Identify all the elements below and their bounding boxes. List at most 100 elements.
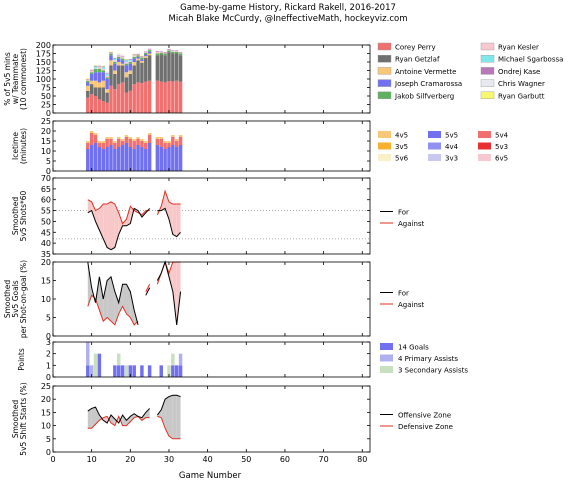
bar-segment: [101, 67, 105, 69]
legend-label: 6v5: [495, 155, 508, 163]
x-axis-label: Game Number: [179, 471, 242, 481]
legend-label: Ryan Getzlaf: [395, 56, 440, 64]
legend-swatch: [480, 55, 495, 63]
legend-swatch: [480, 67, 495, 75]
legend-swatch: [377, 55, 392, 63]
y-tick-label: 70: [41, 174, 51, 183]
area-band: [165, 191, 169, 220]
y-tick-label: 0: [46, 332, 51, 341]
bar-segment: [89, 131, 94, 133]
legend-swatch: [378, 131, 391, 138]
bar-segment: [105, 79, 109, 90]
for-line: [145, 287, 151, 296]
bar-segment: [147, 51, 152, 54]
area-band: [114, 291, 119, 325]
legend-label: Corey Perry: [395, 44, 436, 52]
legend-label: 4 Primary Assists: [398, 355, 458, 363]
bar-segment: [147, 48, 152, 50]
bar-segment: [105, 89, 109, 93]
bar-segment: [144, 56, 148, 58]
bar-segment: [167, 52, 171, 82]
bar-segment: [159, 54, 163, 82]
y-axis-label: 5v5 Shift Starts (%): [19, 382, 28, 455]
area-band: [176, 204, 181, 237]
bar-segment: [97, 64, 102, 67]
bar-segment: [101, 149, 105, 171]
bar-segment: [163, 82, 167, 113]
area-band: [176, 262, 181, 325]
area-band: [168, 262, 173, 292]
bar-segment: [101, 68, 105, 71]
y-tick-label: 10: [41, 147, 51, 156]
bar-segment: [93, 65, 98, 66]
bar-segment: [144, 141, 148, 143]
bar-segment: [132, 149, 136, 171]
area-band: [168, 395, 173, 439]
bar-segment: [136, 54, 140, 56]
y-axis-label: 5v5 Shots*60: [19, 190, 28, 241]
y-tick-label: 20: [41, 127, 51, 136]
legend-swatch: [380, 366, 393, 373]
bar-segment: [136, 58, 140, 61]
legend-label: For: [398, 209, 409, 217]
bar-segment: [124, 62, 129, 64]
bar-segment: [124, 137, 129, 143]
legend-swatch: [480, 42, 495, 51]
bar-segment: [116, 147, 121, 171]
bar-segment: [86, 90, 90, 98]
bar-segment: [147, 80, 152, 113]
bar-segment: [89, 69, 94, 71]
bar-segment: [132, 139, 136, 141]
bar-segment: [171, 81, 175, 113]
y-tick-label: 20: [41, 258, 51, 267]
y-axis-label: 5v5 Goals: [11, 280, 20, 317]
bar-segment: [120, 58, 125, 61]
bar-segment: [174, 139, 179, 141]
bar-segment: [140, 55, 144, 57]
bar-segment: [116, 62, 121, 66]
legend-label: 5v5: [445, 132, 458, 140]
bar-segment: [155, 139, 160, 145]
bar-segment: [163, 52, 167, 53]
area-band: [87, 262, 92, 307]
bar-segment: [178, 81, 183, 113]
bar-segment: [140, 365, 144, 377]
x-tick-label: 60: [280, 455, 290, 464]
legend: For Against: [380, 209, 425, 228]
y-tick-label: 0: [46, 448, 51, 457]
bar-segment: [93, 66, 98, 69]
bar-segment: [101, 70, 105, 73]
y-tick-label: 40: [41, 239, 51, 248]
area-band: [122, 415, 127, 426]
bar-segment: [120, 65, 125, 83]
bar-segment: [120, 82, 125, 113]
x-tick-label: 70: [319, 455, 329, 464]
y-axis-label: Smoothed: [11, 197, 20, 236]
y-tick-label: 1: [46, 361, 51, 370]
bar-segment: [116, 84, 121, 113]
bar-segment: [171, 365, 175, 377]
bar-segment: [132, 141, 136, 149]
y-axis-label: Points: [17, 348, 26, 371]
bar-segment: [163, 53, 167, 56]
legend-label: 5v3: [495, 143, 508, 151]
for-line: [156, 394, 181, 416]
x-tick-label: 30: [164, 455, 174, 464]
y-axis-label: w/ Teammate: [11, 53, 20, 104]
x-tick-label: 0: [50, 455, 55, 464]
legend-label: Chris Wagner: [498, 80, 545, 88]
bar-segment: [86, 78, 90, 80]
bar-segment: [178, 353, 183, 366]
bar-segment: [167, 365, 171, 377]
area-band: [110, 201, 115, 250]
legend-swatch: [478, 131, 491, 138]
bar-segment: [159, 81, 163, 113]
bar-segment: [105, 71, 109, 74]
bar-segment: [140, 56, 144, 57]
bar-segment: [136, 55, 140, 57]
bar-segment: [113, 70, 117, 74]
bar-segment: [101, 65, 105, 67]
bar-segment: [116, 65, 121, 85]
legend-label: 5v4: [495, 132, 509, 140]
